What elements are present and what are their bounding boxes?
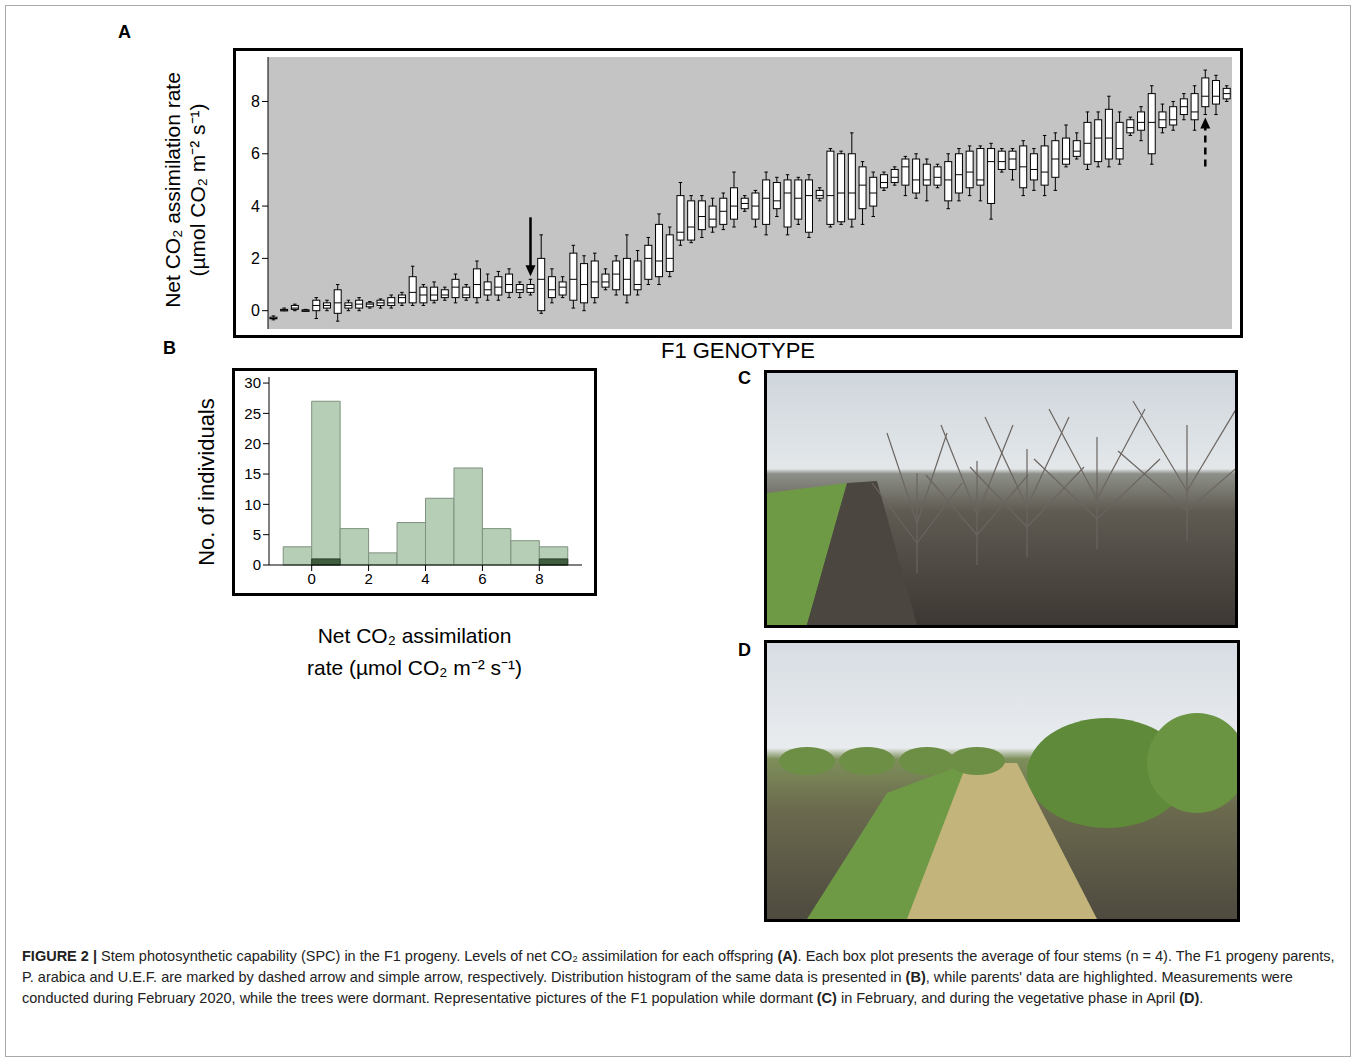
- html-text:B: B: [163, 338, 176, 358]
- html-text:Net CO₂ assimilation: Net CO₂ assimilation: [317, 624, 512, 647]
- svg-text:8: 8: [535, 570, 543, 587]
- html-text:A: A: [118, 22, 131, 42]
- svg-text:0: 0: [253, 556, 261, 573]
- svg-text:25: 25: [244, 405, 261, 422]
- svg-text:10: 10: [244, 496, 261, 513]
- svg-text:0: 0: [251, 302, 260, 319]
- svg-text:4: 4: [421, 570, 429, 587]
- html-text:(µmol CO₂ m⁻² s⁻¹): (µmol CO₂ m⁻² s⁻¹): [186, 103, 209, 277]
- svg-text:2: 2: [251, 250, 260, 267]
- html-text:No. of individuals: No. of individuals: [193, 398, 219, 566]
- svg-text:20: 20: [244, 435, 261, 452]
- html-text:F1 GENOTYPE: F1 GENOTYPE: [661, 338, 815, 363]
- svg-text:5: 5: [253, 526, 261, 543]
- html-text:C: C: [738, 368, 751, 388]
- svg-text:0: 0: [308, 570, 316, 587]
- html-text:D: D: [738, 640, 751, 660]
- svg-text:8: 8: [251, 93, 260, 110]
- svg-text:6: 6: [251, 145, 260, 162]
- html-text:rate (µmol CO₂ m⁻² s⁻¹): rate (µmol CO₂ m⁻² s⁻¹): [307, 655, 522, 679]
- html-text:FIGURE 2 | Stem photosynthetic: FIGURE 2 | Stem photosynthetic capabilit…: [22, 948, 1335, 1006]
- html-text:Net CO₂ assimilation rate: Net CO₂ assimilation rate: [160, 72, 184, 308]
- svg-text:15: 15: [244, 465, 261, 482]
- svg-text:6: 6: [478, 570, 486, 587]
- svg-text:2: 2: [364, 570, 372, 587]
- svg-text:30: 30: [244, 374, 261, 391]
- svg-text:4: 4: [251, 198, 260, 215]
